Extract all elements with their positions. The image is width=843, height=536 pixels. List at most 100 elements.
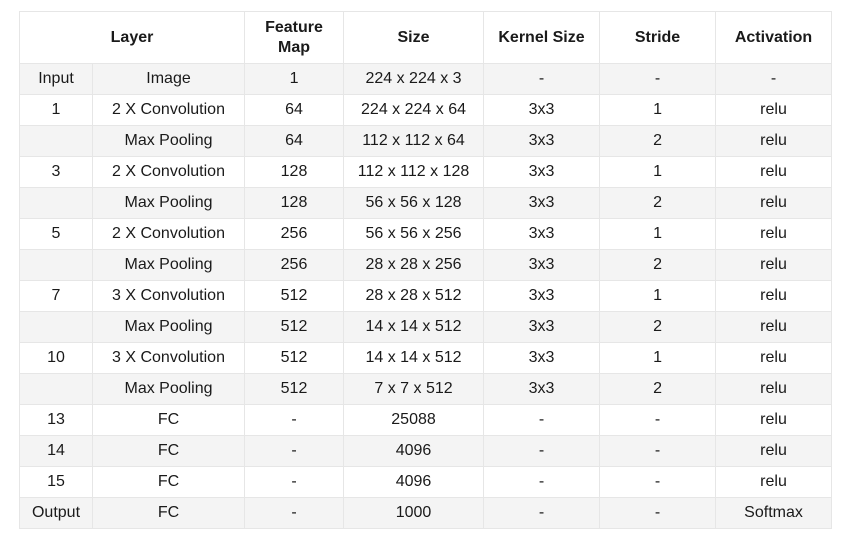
table-row: Max Pooling 512 14 x 14 x 512 3x3 2 relu: [19, 311, 833, 343]
cell-activation: relu: [715, 125, 833, 157]
cell-feature-map: 64: [244, 94, 345, 126]
cell-size: 4096: [343, 466, 485, 498]
cell-activation: relu: [715, 249, 833, 281]
cell-stride: -: [599, 63, 717, 95]
vgg16-architecture-table: Layer Feature Map Size Kernel Size Stride…: [18, 11, 833, 529]
cell-layer-number: Input: [19, 63, 93, 95]
cell-stride: -: [599, 435, 717, 467]
cell-layer-number: 1: [19, 94, 93, 126]
cell-size: 4096: [343, 435, 485, 467]
cell-feature-map: -: [244, 435, 345, 467]
cell-stride: 1: [599, 342, 717, 374]
header-size: Size: [343, 11, 485, 64]
cell-feature-map: 128: [244, 156, 345, 188]
cell-layer-type: 2 X Convolution: [91, 218, 246, 250]
cell-size: 112 x 112 x 64: [343, 125, 485, 157]
cell-activation: relu: [715, 342, 833, 374]
cell-layer-type: Max Pooling: [91, 249, 246, 281]
cell-activation: relu: [715, 435, 833, 467]
cell-kernel-size: 3x3: [483, 311, 601, 343]
cell-layer-number: 5: [19, 218, 93, 250]
cell-activation: Softmax: [715, 497, 833, 529]
cell-kernel-size: 3x3: [483, 342, 601, 374]
cell-kernel-size: -: [483, 466, 601, 498]
header-feature-map-line2: Map: [278, 38, 311, 56]
cell-layer-type: 2 X Convolution: [91, 156, 246, 188]
cell-stride: -: [599, 466, 717, 498]
cell-feature-map: 256: [244, 249, 345, 281]
table-row: Output FC -1000- - Softmax: [19, 497, 833, 529]
cell-layer-type: 3 X Convolution: [91, 280, 246, 312]
cell-feature-map: 256: [244, 218, 345, 250]
cell-layer-number: [19, 311, 93, 343]
cell-activation: relu: [715, 373, 833, 405]
cell-layer-number: 14: [19, 435, 93, 467]
cell-activation: relu: [715, 187, 833, 219]
cell-feature-map: 512: [244, 280, 345, 312]
header-kernel-size: Kernel Size: [483, 11, 601, 64]
cell-feature-map: 512: [244, 311, 345, 343]
cell-size: 56 x 56 x 128: [343, 187, 485, 219]
table-row: Max Pooling 512 7 x 7 x 512 3x3 2 relu: [19, 373, 833, 405]
cell-layer-type: Image: [91, 63, 246, 95]
cell-feature-map: 1: [244, 63, 345, 95]
cell-layer-type: FC: [91, 404, 246, 436]
cell-size: 56 x 56 x 256: [343, 218, 485, 250]
cell-kernel-size: 3x3: [483, 187, 601, 219]
cell-size: 28 x 28 x 256: [343, 249, 485, 281]
cell-stride: 2: [599, 249, 717, 281]
cell-feature-map: 128: [244, 187, 345, 219]
cell-size: 1000: [343, 497, 485, 529]
cell-layer-type: 2 X Convolution: [91, 94, 246, 126]
cell-size: 224 x 224 x 64: [343, 94, 485, 126]
cell-layer-type: 3 X Convolution: [91, 342, 246, 374]
cell-activation: relu: [715, 466, 833, 498]
cell-size: 7 x 7 x 512: [343, 373, 485, 405]
table-header: Layer Feature Map Size Kernel Size Stride…: [18, 11, 833, 64]
table-row: Input Image 1 224 x 224 x 3---: [19, 63, 833, 95]
cell-stride: 2: [599, 125, 717, 157]
cell-stride: 2: [599, 373, 717, 405]
cell-kernel-size: 3x3: [483, 218, 601, 250]
table-row: Max Pooling 256 28 x 28 x 256 3x3 2 relu: [19, 249, 833, 281]
table-row: Max Pooling 64 112 x 112 x 64 3x3 2 relu: [19, 125, 833, 157]
cell-size: 224 x 224 x 3: [343, 63, 485, 95]
header-stride: Stride: [599, 11, 717, 64]
header-row: Layer Feature Map Size Kernel Size Stride…: [18, 11, 833, 64]
cell-size: 25088: [343, 404, 485, 436]
cell-layer-number: [19, 373, 93, 405]
header-feature-map-line1: Feature: [265, 18, 323, 36]
cell-feature-map: -: [244, 404, 345, 436]
table-row: 14 FC -4096- - relu: [19, 435, 833, 467]
cell-layer-type: FC: [91, 497, 246, 529]
cell-stride: 1: [599, 218, 717, 250]
table-row: Max Pooling 128 56 x 56 x 128 3x3 2 relu: [19, 187, 833, 219]
cell-feature-map: 512: [244, 373, 345, 405]
cell-kernel-size: 3x3: [483, 280, 601, 312]
cell-layer-number: 10: [19, 342, 93, 374]
cell-kernel-size: 3x3: [483, 373, 601, 405]
cell-layer-number: [19, 187, 93, 219]
cell-feature-map: -: [244, 497, 345, 529]
cell-layer-number: 13: [19, 404, 93, 436]
cell-stride: -: [599, 404, 717, 436]
cell-kernel-size: 3x3: [483, 249, 601, 281]
cell-activation: -: [715, 63, 833, 95]
cell-layer-type: FC: [91, 435, 246, 467]
cell-layer-type: Max Pooling: [91, 373, 246, 405]
cell-size: 28 x 28 x 512: [343, 280, 485, 312]
cell-activation: relu: [715, 156, 833, 188]
cell-kernel-size: -: [483, 435, 601, 467]
cell-kernel-size: -: [483, 63, 601, 95]
cell-stride: -: [599, 497, 717, 529]
cell-activation: relu: [715, 404, 833, 436]
cell-kernel-size: -: [483, 404, 601, 436]
cell-activation: relu: [715, 311, 833, 343]
cell-layer-number: Output: [19, 497, 93, 529]
cell-stride: 1: [599, 156, 717, 188]
cell-stride: 1: [599, 280, 717, 312]
